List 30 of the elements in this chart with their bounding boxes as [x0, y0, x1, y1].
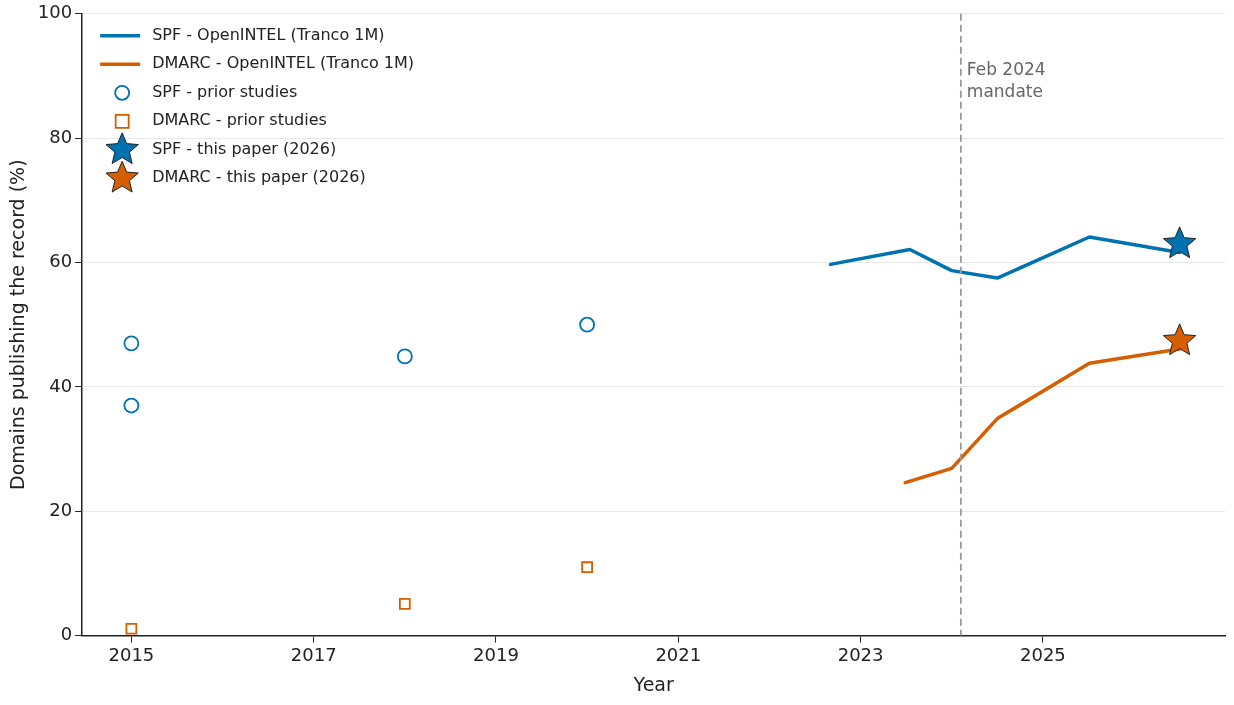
x-tick-label: 2021: [655, 644, 702, 666]
y-tick-label: 20: [49, 498, 73, 520]
x-tick-label: 2019: [473, 644, 519, 666]
point: [123, 335, 140, 352]
legend-label: DMARC - prior studies: [152, 110, 327, 130]
x-axis-title: Year: [632, 672, 674, 695]
point: [1162, 323, 1197, 356]
legend-label: SPF - prior studies: [152, 81, 298, 101]
point: [123, 397, 140, 414]
y-tick-label: 60: [49, 250, 73, 272]
point: [579, 316, 596, 333]
point: [581, 561, 593, 574]
x-tick-label: 2023: [837, 644, 884, 666]
legend-label: SPF - OpenINTEL (Tranco 1M): [152, 24, 385, 44]
legend-label: DMARC - OpenINTEL (Tranco 1M): [152, 53, 415, 73]
ref-line-label: Feb 2024 mandate: [966, 58, 1046, 101]
legend-label: DMARC - this paper (2026): [152, 167, 366, 187]
point: [1162, 226, 1197, 259]
y-tick-label: 40: [49, 374, 73, 396]
y-axis-title: Domains publishing the record (%): [6, 159, 29, 490]
x-tick-label: 2015: [108, 644, 155, 666]
x-tick-label: 2025: [1019, 644, 1066, 666]
point: [125, 622, 138, 635]
y-tick-label: 80: [49, 125, 73, 147]
point: [396, 348, 413, 365]
y-tick-label: 100: [37, 1, 73, 23]
y-tick-label: 0: [60, 623, 73, 645]
x-tick-label: 2017: [290, 644, 337, 666]
legend-label: SPF - this paper (2026): [152, 138, 337, 158]
point: [398, 598, 411, 610]
